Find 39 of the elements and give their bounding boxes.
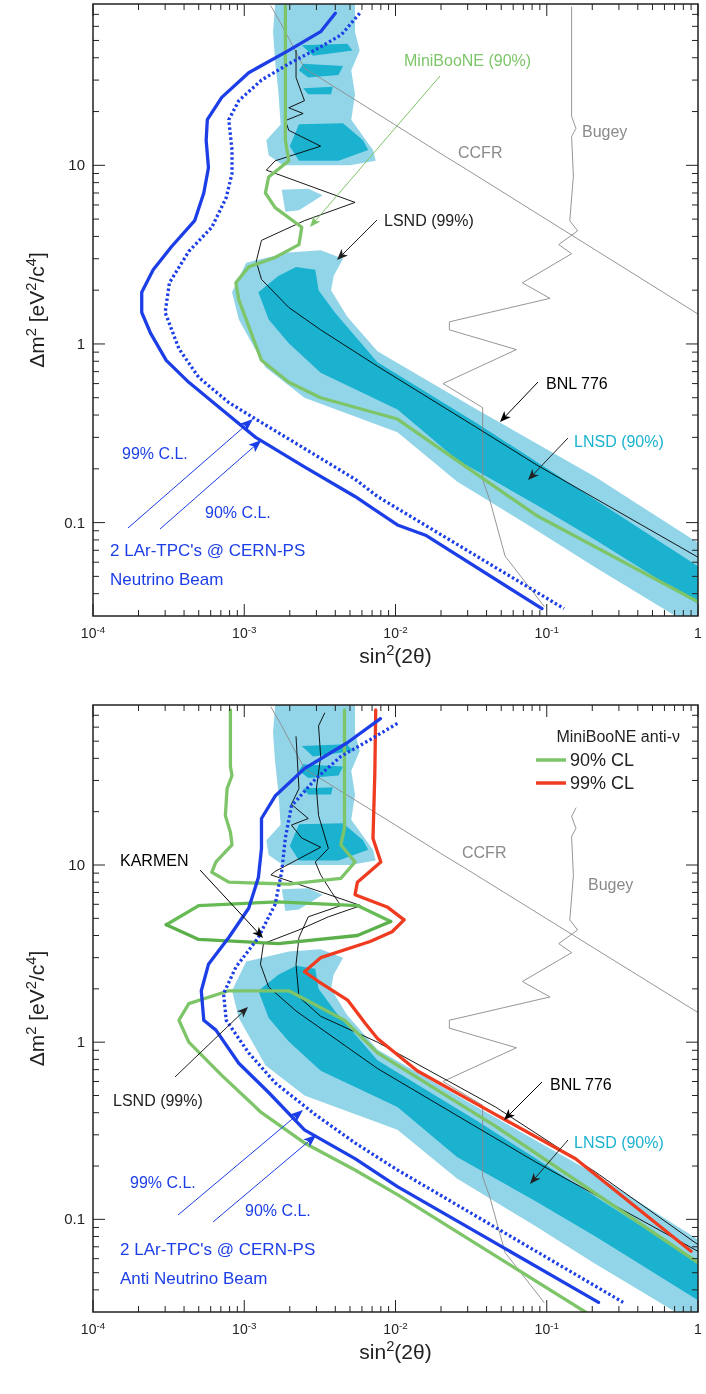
y-tick-label: 0.1: [64, 1210, 85, 1228]
annotation: 2 LAr-TPC's @ CERN-PS Neutrino Beam: [110, 541, 306, 589]
x-tick-label: 1: [694, 625, 703, 641]
legend-title: MiniBooNE anti-ν: [556, 728, 680, 745]
x-tick-label: 10$^{-3}$: [232, 1319, 257, 1337]
series-label: CCFR: [458, 144, 503, 161]
text: KARMEN: [120, 852, 189, 869]
x-tick-label: 10$^{-3}$: [232, 623, 257, 641]
series-label: Bugey: [582, 123, 628, 140]
y-tick-label: 10: [68, 156, 85, 174]
annotation: 90% C.L.: [205, 504, 271, 521]
x-tick-label: 10$^{-1}$: [534, 623, 559, 641]
x-tick-label: 10$^{-1}$: [534, 1319, 559, 1337]
y-tick-label: 1: [76, 334, 85, 352]
text: BNL 776: [546, 375, 608, 392]
text: BNL 776: [550, 1076, 612, 1093]
annotation: 2 LAr-TPC's @ CERN-PS Anti Neutrino Beam: [120, 1240, 316, 1288]
x-tick-label: 1: [694, 1321, 703, 1337]
annotation: 90% C.L.: [245, 1202, 311, 1219]
x-tick-label: 10$^{-2}$: [383, 623, 408, 641]
text: LSND (99%): [113, 1092, 203, 1109]
series-label: LNSD (90%): [574, 433, 664, 450]
x-tick-label: 10$^{-2}$: [383, 1319, 408, 1337]
text: MiniBooNE (90%): [404, 52, 532, 69]
series-label: Bugey: [588, 876, 634, 893]
series-label: LNSD (90%): [574, 1134, 664, 1151]
x-tick-label: 10$^{-4}$: [80, 1319, 106, 1337]
y-tick-label: 1: [76, 1033, 85, 1051]
x-tick-label: 10$^{-4}$: [80, 623, 106, 641]
y-tick-label: 0.1: [64, 513, 85, 531]
annotation: 99% C.L.: [122, 445, 188, 462]
y-tick-label: 10: [68, 856, 85, 874]
legend-label: 99% CL: [570, 773, 635, 793]
text: LSND (99%): [384, 212, 474, 229]
x-axis-title: sin$^{2}$(2θ): [359, 642, 432, 667]
series-label: CCFR: [462, 844, 507, 861]
legend-label: 90% CL: [570, 750, 635, 770]
annotation: 99% C.L.: [130, 1174, 196, 1191]
x-axis-title: sin$^{2}$(2θ): [359, 1338, 432, 1363]
